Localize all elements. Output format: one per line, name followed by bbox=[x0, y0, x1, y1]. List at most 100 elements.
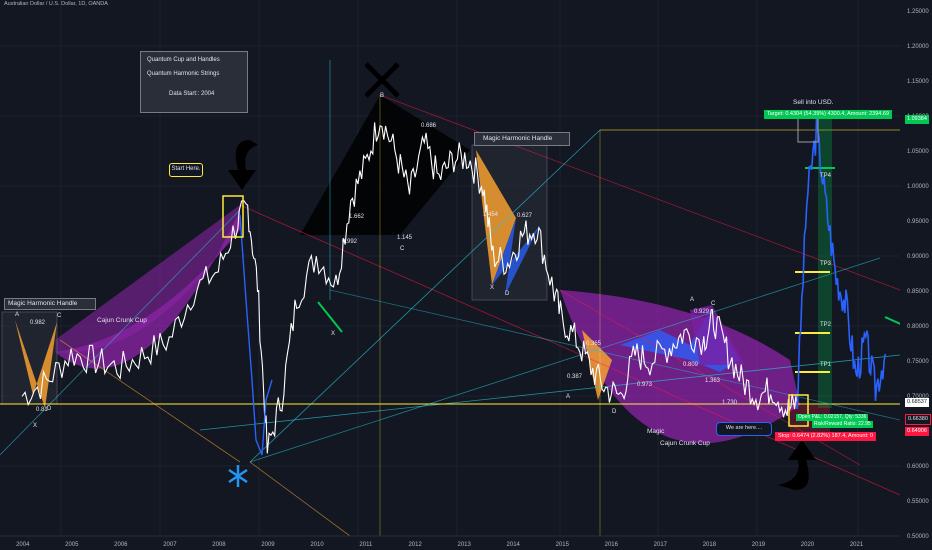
price-tick-label: 1.15000 bbox=[907, 79, 929, 85]
time-tick-label: 2005 bbox=[65, 542, 79, 548]
cajun-cup-left-label: Cajun Crunk Cup bbox=[97, 317, 147, 324]
harmonic-purple-right bbox=[690, 305, 745, 365]
pattern-label: X bbox=[331, 331, 335, 337]
pattern-label: D bbox=[505, 291, 510, 297]
price-tick-label: 0.75000 bbox=[907, 359, 929, 365]
cajun-cup-right-label: Cajun Crunk Cup bbox=[660, 440, 710, 447]
cajun-cup-left-top bbox=[55, 205, 240, 353]
pattern-label: 0.627 bbox=[517, 213, 533, 219]
info-line-3: Data Start:: 2004 bbox=[169, 91, 215, 97]
pattern-label: X bbox=[490, 285, 494, 291]
pattern-label: 0.81 bbox=[36, 407, 48, 413]
time-tick-label: 2006 bbox=[114, 542, 128, 548]
harmonic-orange-right bbox=[582, 330, 612, 400]
magic-handle-left-label: Magic Harmonic Handle bbox=[4, 298, 96, 310]
time-tick-label: 2012 bbox=[408, 542, 422, 548]
pattern-label: 0.973 bbox=[637, 382, 653, 388]
pattern-label: 0.992 bbox=[342, 239, 358, 245]
cajun-cup-left bbox=[55, 210, 240, 369]
price-badge-last: 0.68537 bbox=[905, 398, 929, 407]
harmonic-orange-left bbox=[15, 320, 57, 408]
pattern-label: D bbox=[612, 409, 617, 415]
price-axis-bg bbox=[900, 0, 932, 550]
price-tick-label: 0.80000 bbox=[907, 324, 929, 330]
asterisk-icon bbox=[228, 465, 248, 487]
price-badge-red-mid: 0.66380 bbox=[905, 414, 931, 425]
time-tick-label: 2011 bbox=[359, 542, 373, 548]
risk-reward-badge: Risk/Reward Ratio: 22.95 bbox=[812, 421, 873, 428]
price-tick-label: 1.05000 bbox=[907, 149, 929, 155]
target-badge: Target: 0.4304 (54.39%) 4300.4, Amount: … bbox=[764, 110, 893, 119]
time-tick-label: 2021 bbox=[850, 542, 864, 548]
projection-series-line bbox=[796, 115, 887, 409]
price-tick-label: 0.50000 bbox=[907, 534, 929, 540]
pattern-label: B bbox=[380, 93, 384, 99]
pattern-label: X bbox=[33, 423, 37, 429]
time-tick-label: 2013 bbox=[457, 542, 471, 548]
down-arrow-icon bbox=[228, 140, 258, 190]
time-tick-label: 2009 bbox=[261, 542, 275, 548]
price-badge-red-low: 0.64906 bbox=[905, 427, 929, 436]
price-tick-label: 0.55000 bbox=[907, 499, 929, 505]
stop-badge: Stop: 0.6474 (2.82%) 187.4, Amount: 0 bbox=[775, 432, 877, 441]
pattern-label: C bbox=[57, 313, 62, 319]
we-are-here-label[interactable]: We are here.... bbox=[716, 422, 772, 436]
magic-label: Magic bbox=[647, 428, 665, 435]
time-tick-label: 2019 bbox=[752, 542, 766, 548]
price-tick-label: 0.70000 bbox=[907, 394, 929, 400]
time-tick-label: 2015 bbox=[556, 542, 570, 548]
sell-into-usd-label: Sell into USD. bbox=[793, 99, 834, 106]
time-tick-label: 2020 bbox=[801, 542, 815, 548]
pattern-label: 1.363 bbox=[705, 378, 721, 384]
price-tick-label: 0.85000 bbox=[907, 289, 929, 295]
pattern-label: 1.730 bbox=[722, 400, 738, 406]
time-tick-label: 2004 bbox=[16, 542, 30, 548]
time-axis-ticks: 2004 2005 2006 2007 2008 2009 2010 2011 2012 2013… bbox=[16, 542, 864, 548]
time-tick-label: 2014 bbox=[507, 542, 521, 548]
pattern-label: 0.929 bbox=[694, 309, 710, 315]
time-tick-label: 2007 bbox=[163, 542, 177, 548]
time-tick-label: 2018 bbox=[703, 542, 717, 548]
pattern-label: A bbox=[15, 312, 19, 318]
crash-segment bbox=[239, 214, 273, 456]
pattern-label: 0.686 bbox=[421, 123, 437, 129]
up-arrow-icon bbox=[778, 440, 816, 490]
price-tick-label: 1.20000 bbox=[907, 44, 929, 50]
pattern-label: 0.387 bbox=[567, 374, 583, 380]
start-here-label[interactable]: Start Here. bbox=[169, 163, 203, 177]
pattern-label: A bbox=[566, 394, 570, 400]
time-tick-label: 2017 bbox=[654, 542, 668, 548]
pattern-label: 0.365 bbox=[586, 341, 602, 347]
pattern-label: C bbox=[711, 301, 716, 307]
price-tick-label: 1.00000 bbox=[907, 184, 929, 190]
harmonic-orange-mid bbox=[476, 150, 516, 285]
time-tick-label: 2008 bbox=[212, 542, 226, 548]
pattern-label: A bbox=[690, 297, 694, 303]
pattern-label: 1.662 bbox=[349, 214, 365, 220]
start-box bbox=[222, 195, 244, 238]
price-tick-label: 0.90000 bbox=[907, 254, 929, 260]
tp4-label: TP4 bbox=[820, 173, 832, 179]
symbol-header[interactable]: Australian Dollar / U.S. Dollar, 1D, OAN… bbox=[4, 1, 108, 7]
tp2-label: TP2 bbox=[820, 322, 832, 328]
time-tick-label: 2016 bbox=[605, 542, 619, 548]
pattern-label: D bbox=[47, 406, 52, 412]
tp3-label: TP3 bbox=[820, 261, 832, 267]
entry-info-badge: Open P&L: 0.02157, Qty: 5336 bbox=[796, 414, 869, 421]
price-series-line bbox=[21, 122, 798, 454]
info-box: Quantum Cup and Handles Quantum Harmonic… bbox=[140, 51, 248, 113]
now-box bbox=[788, 394, 809, 427]
price-tick-label: 1.25000 bbox=[907, 9, 929, 15]
time-tick-label: 2010 bbox=[310, 542, 324, 548]
pattern-label: 1.145 bbox=[397, 235, 413, 241]
info-line-1: Quantum Cup and Handles bbox=[147, 57, 220, 63]
price-badge-green: 1.09384 bbox=[905, 115, 929, 124]
grid bbox=[0, 0, 900, 536]
x-marker-icon bbox=[364, 62, 400, 98]
target-zone bbox=[818, 118, 832, 408]
price-tick-label: 0.60000 bbox=[907, 464, 929, 470]
cajun-cup-right bbox=[560, 290, 800, 444]
price-tick-label: 0.95000 bbox=[907, 219, 929, 225]
pattern-label: 0.982 bbox=[30, 320, 46, 326]
